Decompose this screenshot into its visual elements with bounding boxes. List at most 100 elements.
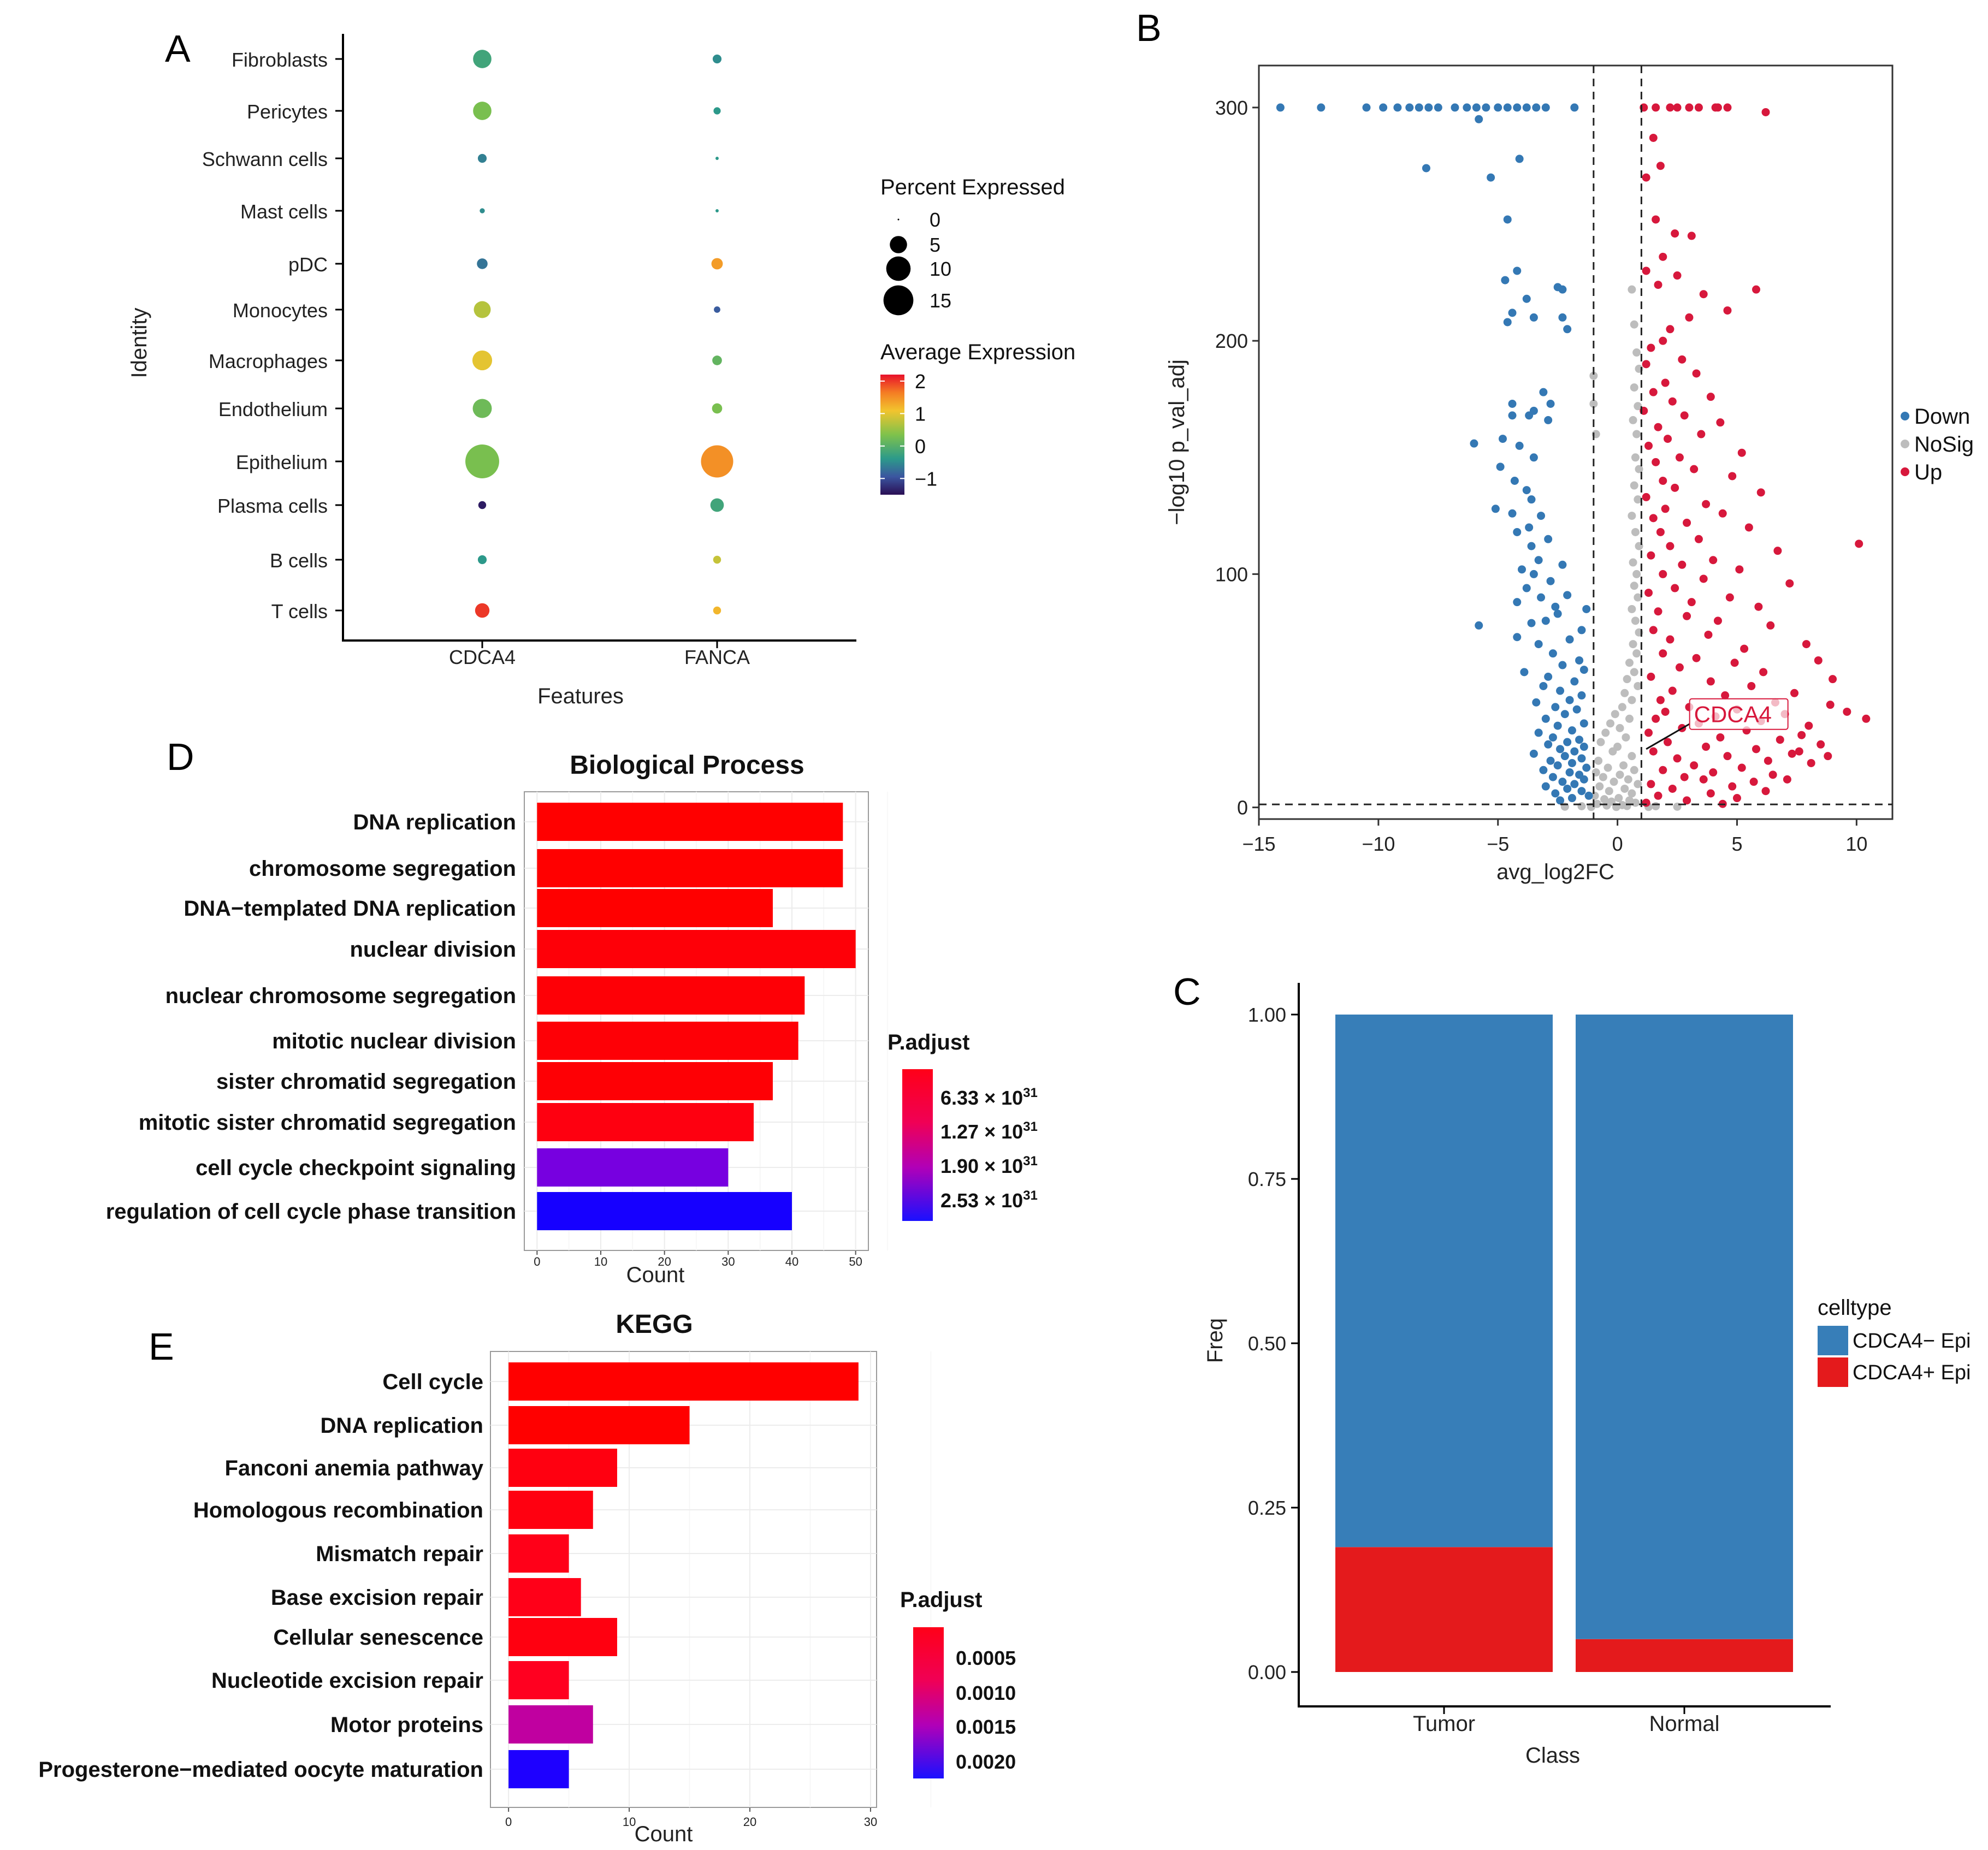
b-point-up xyxy=(1752,285,1760,294)
e-category-label: Mismatch repair xyxy=(316,1542,483,1566)
b-point-down xyxy=(1393,103,1402,112)
b-point-up xyxy=(1642,266,1650,275)
b-point-down xyxy=(1579,719,1588,728)
e-legend-label: 0.0015 xyxy=(956,1716,1016,1738)
b-point-down xyxy=(1503,215,1512,224)
d-bar xyxy=(537,1103,754,1141)
b-point-nosig xyxy=(1630,582,1638,590)
e-x-tick-label: 20 xyxy=(743,1815,756,1829)
b-point-up xyxy=(1817,740,1825,749)
b-point-down xyxy=(1276,103,1285,112)
a-size-legend-label: 10 xyxy=(930,258,951,280)
b-point-down xyxy=(1522,584,1531,592)
b-point-down xyxy=(1579,743,1588,751)
b-point-nosig xyxy=(1604,763,1612,772)
c-y-axis-title: Freq xyxy=(1203,1318,1227,1363)
d-category-label: nuclear chromosome segregation xyxy=(165,984,516,1008)
b-point-down xyxy=(1537,512,1546,520)
b-point-up xyxy=(1735,565,1744,574)
b-point-down xyxy=(1317,103,1326,112)
b-point-nosig xyxy=(1611,710,1619,719)
b-point-down xyxy=(1553,721,1562,730)
a-size-legend-label: 0 xyxy=(930,209,940,231)
b-point-down xyxy=(1548,649,1557,658)
b-point-up xyxy=(1718,509,1727,518)
b-point-nosig xyxy=(1628,512,1636,520)
a-size-legend-label: 15 xyxy=(930,289,951,312)
e-legend-label: 0.0010 xyxy=(956,1682,1016,1704)
b-point-up xyxy=(1737,448,1746,457)
b-point-up xyxy=(1723,103,1732,112)
e-bar xyxy=(508,1618,617,1656)
d-category-label: mitotic nuclear division xyxy=(272,1029,516,1053)
b-point-up xyxy=(1649,388,1658,396)
panel-d-go-bar: D Biological Process DNA replication chro… xyxy=(106,736,1038,1287)
b-point-up xyxy=(1644,589,1653,597)
b-point-down xyxy=(1532,698,1541,707)
b-point-nosig xyxy=(1632,348,1641,357)
e-category-label: Base excision repair xyxy=(271,1586,483,1610)
b-point-up xyxy=(1862,714,1871,723)
b-point-nosig xyxy=(1631,453,1640,462)
panel-e-kegg-bar: E KEGG Cell cycle DNA replication Fanconi … xyxy=(38,1310,1016,1846)
b-plot-frame xyxy=(1258,64,1894,820)
e-category-label: Nucleotide excision repair xyxy=(211,1669,483,1693)
d-legend-exponent: 31 xyxy=(1023,1154,1038,1169)
b-point-down xyxy=(1558,778,1567,786)
b-y-tick-label: 300 xyxy=(1215,97,1248,119)
b-point-up xyxy=(1692,654,1701,662)
b-point-up xyxy=(1702,743,1711,751)
b-point-down xyxy=(1527,495,1536,504)
e-bar xyxy=(508,1406,690,1444)
b-point-up xyxy=(1673,754,1682,763)
b-point-down xyxy=(1491,505,1500,513)
b-point-nosig xyxy=(1623,675,1631,684)
e-x-ticks: 0 10 20 30 xyxy=(505,1807,877,1829)
d-bar xyxy=(537,930,856,968)
a-identity-label: Mast cells xyxy=(240,200,328,223)
b-point-up xyxy=(1668,686,1677,695)
d-bar xyxy=(537,1192,792,1230)
b-point-up xyxy=(1642,360,1650,369)
e-title: KEGG xyxy=(616,1310,693,1339)
b-point-up xyxy=(1654,281,1662,289)
b-legend-label: NoSig xyxy=(1914,432,1974,456)
b-point-down xyxy=(1515,441,1524,450)
a-color-legend-title: Average Expression xyxy=(880,340,1075,364)
b-point-up xyxy=(1814,656,1823,665)
b-point-down xyxy=(1544,672,1553,681)
b-point-up xyxy=(1699,775,1708,784)
b-point-nosig xyxy=(1630,766,1638,774)
b-point-down xyxy=(1546,577,1555,585)
b-point-up xyxy=(1685,313,1694,322)
b-y-axis-title: −log10 p_val_adj xyxy=(1165,359,1189,525)
panel-letter-d: D xyxy=(167,736,194,778)
d-legend-title: P.adjust xyxy=(887,1030,969,1054)
d-category-label: nuclear division xyxy=(350,938,516,962)
b-point-down xyxy=(1451,103,1459,112)
b-legend: Down NoSig Up xyxy=(1901,405,1974,484)
b-point-down xyxy=(1546,400,1555,408)
b-point-nosig xyxy=(1596,738,1605,746)
a-size-legend-dot xyxy=(886,256,911,281)
b-point-up xyxy=(1709,768,1718,777)
b-point-down xyxy=(1584,791,1593,800)
b-point-down xyxy=(1487,173,1495,182)
b-point-up xyxy=(1647,672,1655,681)
b-point-up xyxy=(1654,607,1662,616)
a-dot-fanca-macrophages xyxy=(712,355,722,365)
a-identity-label: Monocytes xyxy=(233,299,328,322)
b-point-down xyxy=(1546,756,1555,765)
a-dot-fanca-b-cells xyxy=(713,555,721,564)
a-dot-fanca-plasma-cells xyxy=(710,498,724,512)
e-bar xyxy=(508,1661,569,1699)
b-point-down xyxy=(1575,656,1584,665)
b-point-up xyxy=(1702,500,1711,508)
b-point-nosig xyxy=(1634,681,1642,690)
b-point-up xyxy=(1716,733,1725,742)
b-point-nosig xyxy=(1634,402,1642,411)
b-point-down xyxy=(1508,411,1517,420)
b-point-up xyxy=(1732,794,1741,803)
a-identity-label: Macrophages xyxy=(209,350,328,372)
b-point-up xyxy=(1785,579,1794,588)
